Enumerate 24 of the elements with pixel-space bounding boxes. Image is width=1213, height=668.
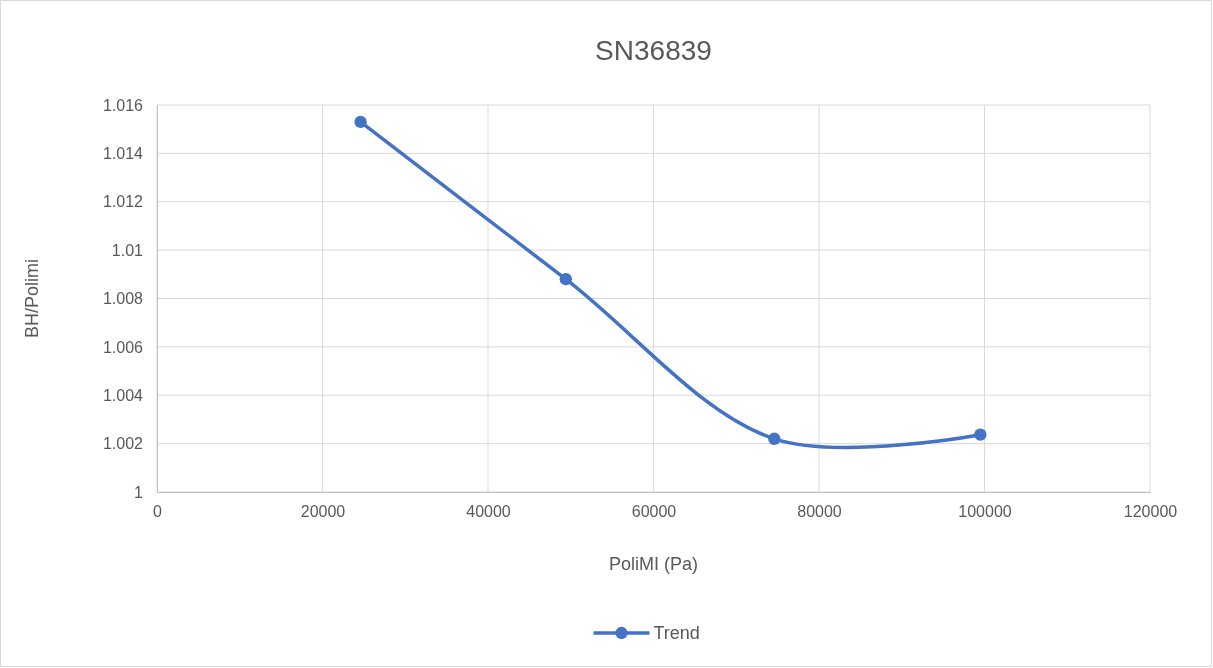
y-tick-label: 1.002: [102, 435, 144, 453]
y-tick-label: 1.016: [102, 96, 144, 114]
y-tick-label: 1.006: [102, 338, 144, 356]
y-tick-label: 1: [134, 483, 144, 501]
x-tick-label: 40000: [466, 503, 511, 521]
x-tick-label: 60000: [631, 503, 677, 521]
y-tick-label: 1.012: [102, 193, 144, 211]
x-tick-label: 20000: [300, 503, 346, 521]
x-axis-title: PoliMI (Pa): [608, 554, 699, 574]
chart-title: SN36839: [595, 35, 712, 66]
y-tick-label: 1.008: [102, 290, 144, 308]
x-tick-label: 80000: [797, 503, 842, 521]
point: [559, 272, 572, 286]
y-axis-title: BH/Polimi: [22, 258, 42, 339]
y-tick-label: 1.01: [111, 241, 144, 259]
point: [974, 428, 987, 441]
x-tick-label: 0: [153, 503, 163, 521]
y-tick-label: 1.014: [102, 144, 144, 162]
point: [768, 432, 781, 445]
x-tick-label: 120000: [1123, 503, 1178, 521]
x-tick-label: 100000: [958, 503, 1012, 521]
y-tick-label: 1.004: [102, 386, 144, 404]
point: [354, 115, 367, 129]
legend-label: Trend: [653, 623, 700, 643]
